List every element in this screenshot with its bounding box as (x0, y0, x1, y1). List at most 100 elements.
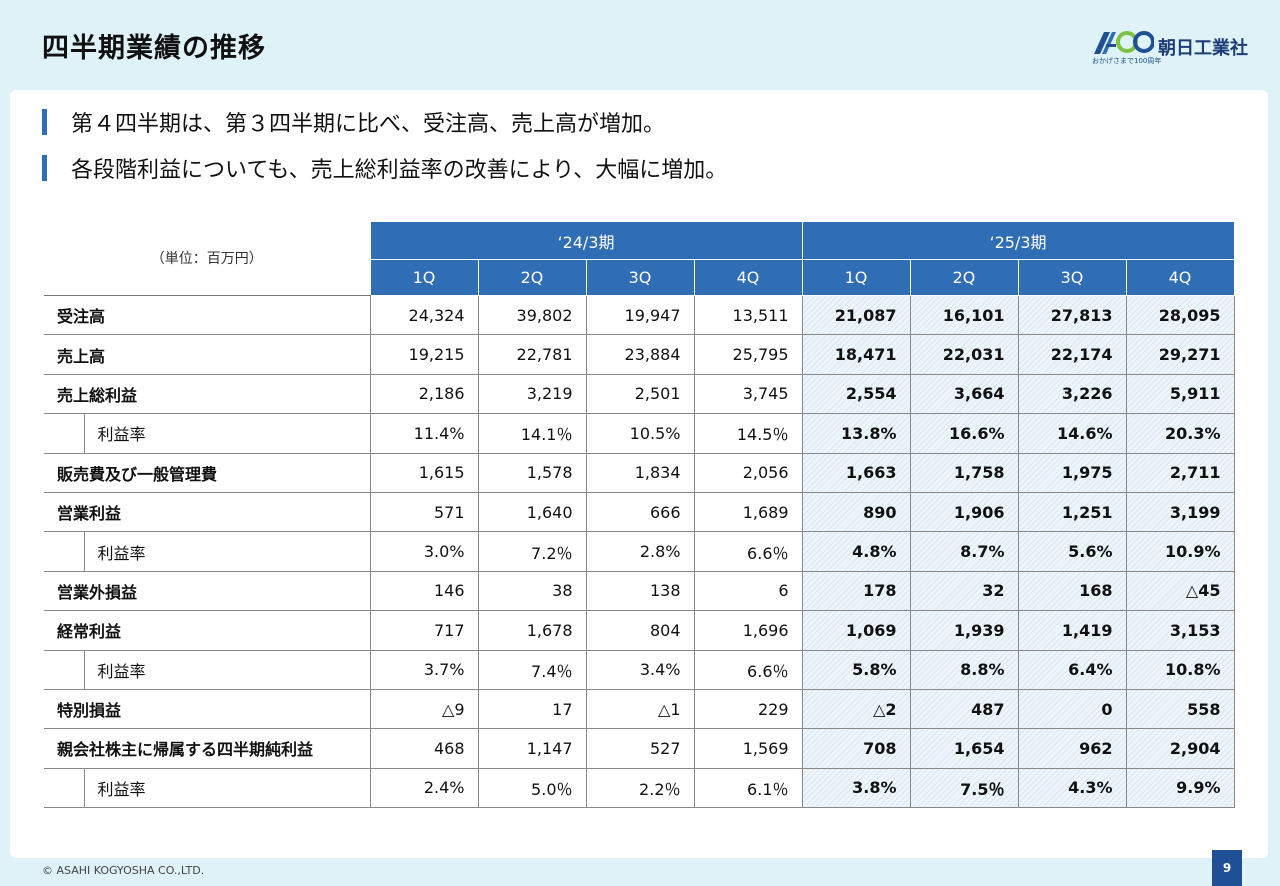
table-cell: 3.7% (369, 650, 479, 690)
page-number: 9 (1212, 850, 1242, 886)
table-cell: 2,501 (585, 374, 695, 415)
table-cell: 18,471 (801, 334, 911, 375)
table-cell: 2.4% (369, 768, 479, 809)
table-cell: 5.8% (801, 650, 911, 690)
row-label: 利益率 (83, 650, 370, 690)
table-cell: 1,069 (801, 610, 911, 651)
table-cell: 1,975 (1017, 453, 1127, 493)
table-cell: 20.3% (1125, 413, 1235, 454)
page-title: 四半期業績の推移 (42, 33, 266, 64)
table-cell: 5,911 (1125, 374, 1235, 415)
table-cell: 2,186 (369, 374, 479, 415)
table-cell: 558 (1125, 689, 1235, 730)
table-cell: 5.0％ (477, 768, 587, 809)
table-cell: 6.1％ (693, 768, 803, 809)
table-cell: 8.8% (909, 650, 1019, 690)
quarter-header: 1Q (801, 259, 911, 296)
table-row: 売上総利益 2,186 3,219 2,501 3,745 2,554 3,664 3,226… (44, 374, 1235, 415)
table-cell: 28,095 (1125, 294, 1235, 336)
row-label: 営業利益 (44, 492, 370, 533)
bullet-point-1: 第４四半期は、第３四半期に比べ、受注高、売上高が増加。 (42, 106, 665, 138)
quarter-header: 1Q (369, 259, 479, 296)
table-cell: 468 (369, 728, 479, 769)
table-cell: 1,696 (693, 610, 803, 651)
table-cell: 1,251 (1017, 492, 1127, 533)
table-cell: 962 (1017, 728, 1127, 769)
table-cell: 10.5% (585, 413, 695, 454)
quarter-header: 4Q (1125, 259, 1235, 296)
table-cell: 27,813 (1017, 294, 1127, 336)
table-cell: 3,745 (693, 374, 803, 415)
row-label: 売上総利益 (44, 374, 370, 415)
unit-label: （単位：百万円） (44, 221, 370, 296)
table-cell: 3,226 (1017, 374, 1127, 415)
table-cell: 38 (477, 571, 587, 612)
table-row: 経常利益 717 1,678 804 1,696 1,069 1,939 1,419 3,153 (44, 610, 1235, 651)
table-row: 受注高 24,324 39,802 19,947 13,511 21,087 16,101 2… (44, 294, 1235, 336)
table-cell: 2,904 (1125, 728, 1235, 769)
table-cell: 4.3% (1017, 768, 1127, 809)
table-cell: 6.4% (1017, 650, 1127, 690)
table-cell: 1,689 (693, 492, 803, 533)
table-cell: 16.6% (909, 413, 1019, 454)
row-label: 経常利益 (44, 610, 370, 651)
table-cell: 6.6％ (693, 531, 803, 572)
table-cell: 4.8% (801, 531, 911, 572)
row-label: 利益率 (83, 413, 370, 454)
table-cell: 3,199 (1125, 492, 1235, 533)
table-cell: 3,219 (477, 374, 587, 415)
table-cell: 22,174 (1017, 334, 1127, 375)
table-cell: 1,147 (477, 728, 587, 769)
table-cell: 138 (585, 571, 695, 612)
bullet-bar-icon (42, 109, 47, 135)
table-row: 営業外損益 146 38 138 6 178 32 168 △45 (44, 571, 1235, 612)
table-cell: 3.4% (585, 650, 695, 690)
table-cell: 2.2％ (585, 768, 695, 809)
table-cell: 0 (1017, 689, 1127, 730)
company-name: 朝日工業社 (1158, 38, 1248, 59)
table-cell: 2,554 (801, 374, 911, 415)
table-cell: 527 (585, 728, 695, 769)
company-logo: おかげさまで100周年 朝日工業社 (1092, 30, 1248, 66)
table-cell: 1,615 (369, 453, 479, 493)
table-cell: 21,087 (801, 294, 911, 336)
period-header-24: ‘24/3期 (369, 221, 803, 260)
row-label: 販売費及び一般管理費 (44, 453, 370, 493)
quarter-header: 2Q (477, 259, 587, 296)
table-cell: 7.4％ (477, 650, 587, 690)
table-cell: 10.9% (1125, 531, 1235, 572)
row-indent (44, 768, 84, 809)
content-card: 第４四半期は、第３四半期に比べ、受注高、売上高が増加。 各段階利益についても、売… (10, 90, 1268, 858)
row-label: 受注高 (44, 294, 370, 336)
table-cell: 11.4% (369, 413, 479, 454)
quarter-header: 4Q (693, 259, 803, 296)
table-row: 親会社株主に帰属する四半期純利益 468 1,147 527 1,569 708 1,654… (44, 728, 1235, 769)
table-cell: 22,781 (477, 334, 587, 375)
table-row: 利益率 3.0% 7.2％ 2.8% 6.6％ 4.8% 8.7% 5.6% 10.9% (44, 531, 1235, 572)
row-indent (44, 650, 84, 690)
table-cell: 1,569 (693, 728, 803, 769)
bullet-bar-icon (42, 155, 47, 181)
table-cell: 1,419 (1017, 610, 1127, 651)
table-cell: 804 (585, 610, 695, 651)
table-cell: 5.6% (1017, 531, 1127, 572)
row-label: 特別損益 (44, 689, 370, 730)
table-cell: 29,271 (1125, 334, 1235, 375)
bullet-text: 第４四半期は、第３四半期に比べ、受注高、売上高が増加。 (71, 112, 666, 137)
table-cell: 1,939 (909, 610, 1019, 651)
table-cell: 17 (477, 689, 587, 730)
table-row: 営業利益 571 1,640 666 1,689 890 1,906 1,251 3,199 (44, 492, 1235, 533)
table-cell: 3.8% (801, 768, 911, 809)
table-cell: 3.0% (369, 531, 479, 572)
table-cell: 16,101 (909, 294, 1019, 336)
table-cell: 168 (1017, 571, 1127, 612)
table-cell: △9 (369, 689, 479, 730)
table-cell: 890 (801, 492, 911, 533)
row-label: 利益率 (83, 531, 370, 572)
table-cell: 8.7% (909, 531, 1019, 572)
table-cell: 7.5％ (909, 768, 1019, 809)
table-cell: 1,834 (585, 453, 695, 493)
table-cell: 10.8% (1125, 650, 1235, 690)
table-cell: 3,664 (909, 374, 1019, 415)
quarter-header: 3Q (1017, 259, 1127, 296)
